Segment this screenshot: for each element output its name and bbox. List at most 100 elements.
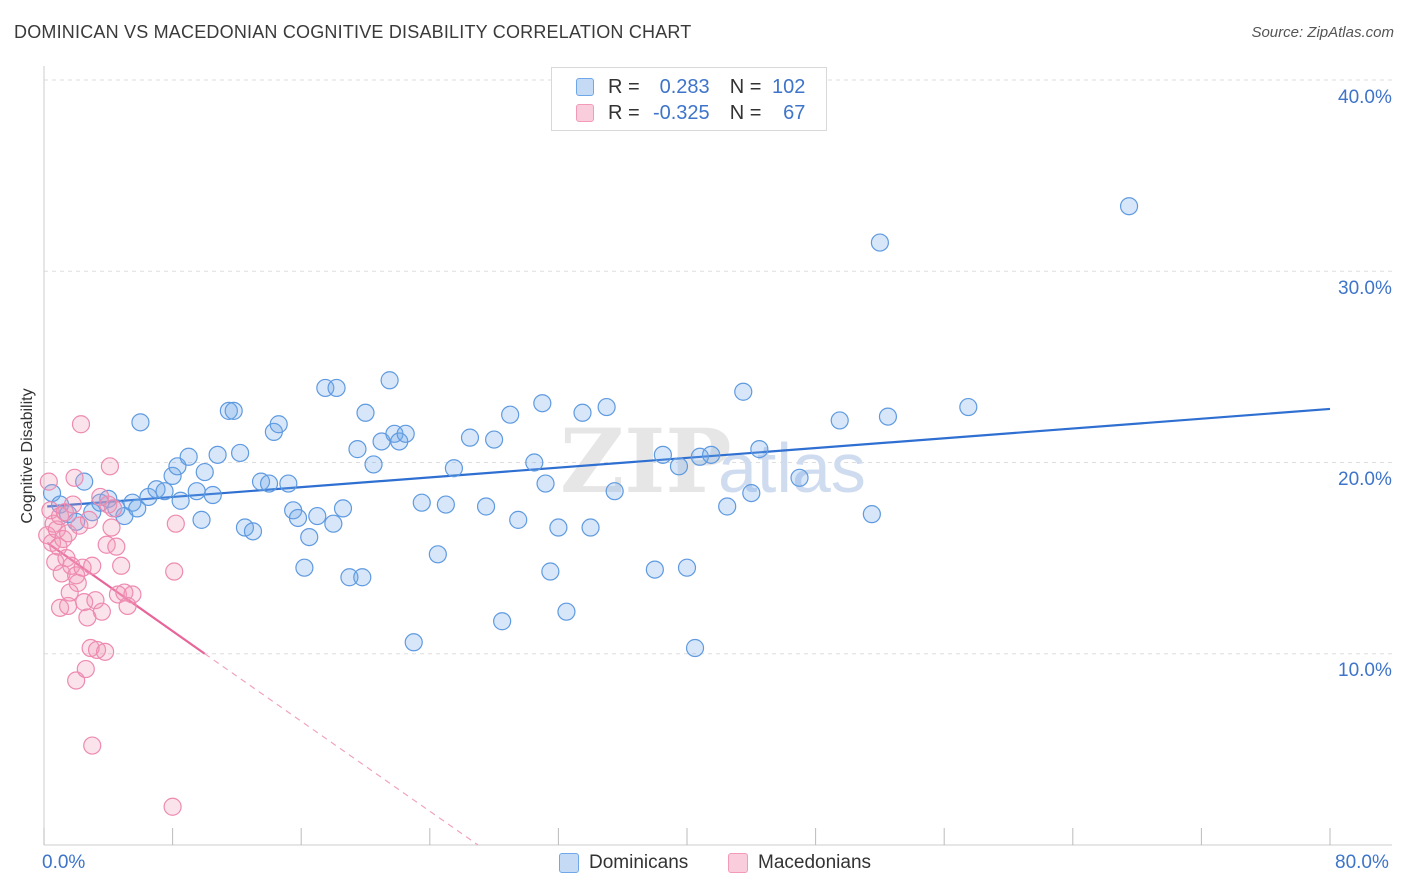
macedonian-point xyxy=(41,501,60,520)
legend-n-value: 67 xyxy=(783,101,806,124)
legend-label-dominicans: Dominicans xyxy=(589,852,689,873)
dominican-point xyxy=(131,413,150,432)
dominican-point xyxy=(123,493,142,512)
dominican-point xyxy=(231,443,250,463)
macedonian-point xyxy=(68,573,87,593)
dominican-point xyxy=(428,545,447,564)
legend-n-label: N = xyxy=(729,101,762,124)
dominican-point xyxy=(669,457,689,476)
legend-r-label: R = xyxy=(608,75,640,98)
macedonian-point xyxy=(71,415,91,434)
y-tick-label-40: 40.0% xyxy=(1338,87,1392,108)
legend-n-value: 102 xyxy=(772,75,806,98)
dominican-point xyxy=(541,562,560,581)
legend-r-label: R = xyxy=(608,101,640,124)
dominican-point xyxy=(685,638,705,658)
stats-legend: R = 0.283 N = 102 R = -0.325 N = 67 xyxy=(551,67,827,131)
dominican-point xyxy=(333,499,353,518)
dominican-point xyxy=(380,371,399,390)
data-points xyxy=(38,197,1139,816)
dominican-point xyxy=(179,447,198,466)
dominican-point xyxy=(436,495,455,514)
dominican-point xyxy=(171,491,190,510)
x-tick-label-min: 0.0% xyxy=(42,852,86,873)
dominican-point xyxy=(327,378,346,398)
macedonian-point xyxy=(39,472,58,491)
legend-swatch-macedonians xyxy=(576,104,594,122)
dominican-point xyxy=(444,459,464,478)
dominican-point xyxy=(509,510,528,529)
macedonian-point xyxy=(81,638,100,658)
dominican-point xyxy=(581,518,600,537)
dominican-point xyxy=(878,407,898,426)
y-tick-label-10: 10.0% xyxy=(1338,660,1392,681)
macedonian-point xyxy=(86,591,105,610)
dominican-point xyxy=(734,382,753,401)
grid-lines xyxy=(44,79,1392,655)
dominican-point xyxy=(163,466,182,485)
macedonian-point xyxy=(92,602,111,621)
dominican-point xyxy=(718,497,737,516)
macedonian-point xyxy=(118,596,137,616)
dominican-point xyxy=(533,394,552,413)
dominican-point xyxy=(192,510,211,529)
macedonian-point xyxy=(70,516,89,535)
y-tick-label-20: 20.0% xyxy=(1338,469,1392,490)
macedonian-point xyxy=(63,495,83,514)
dominican-point xyxy=(219,401,238,420)
dominican-point xyxy=(573,403,592,422)
macedonian-point xyxy=(163,797,182,816)
dominican-point xyxy=(195,462,214,482)
dominican-point xyxy=(155,482,174,501)
macedonian-point xyxy=(79,510,99,529)
dominican-point xyxy=(605,482,624,501)
dominican-point xyxy=(460,428,480,447)
dominican-point xyxy=(340,568,359,587)
macedonian-point xyxy=(165,562,184,581)
dominican-point xyxy=(870,233,890,252)
legend-n-label: N = xyxy=(729,75,762,98)
dominican-point xyxy=(356,403,375,422)
dominican-point xyxy=(690,447,709,466)
dominican-point xyxy=(830,411,849,430)
macedonian-trend-extension xyxy=(204,653,479,846)
macedonian-point xyxy=(123,585,142,604)
macedonian-point xyxy=(65,468,84,487)
chart-title: DOMINICAN VS MACEDONIAN COGNITIVE DISABI… xyxy=(14,22,692,42)
dominican-point xyxy=(269,415,288,434)
macedonian-point xyxy=(112,556,131,575)
legend-r-value: -0.325 xyxy=(652,101,710,124)
dominican-point xyxy=(187,482,206,501)
dominican-point xyxy=(348,440,367,459)
dominican-point xyxy=(295,558,314,577)
dominican-point xyxy=(300,527,319,547)
dominican-point xyxy=(536,474,555,493)
legend-row-dominicans: R = 0.283 N = 102 xyxy=(576,75,805,99)
dominican-point xyxy=(288,508,308,528)
dominican-point xyxy=(412,493,431,512)
legend-item-macedonians[interactable]: Macedonians xyxy=(728,852,871,874)
macedonian-point xyxy=(102,518,121,537)
dominican-point xyxy=(549,518,568,537)
dominican-point xyxy=(404,633,423,652)
dominican-point xyxy=(493,612,512,631)
x-tick-label-max: 80.0% xyxy=(1335,852,1389,873)
y-tick-label-30: 30.0% xyxy=(1338,278,1392,299)
macedonian-point xyxy=(100,457,120,476)
dominican-point xyxy=(243,522,263,541)
macedonian-point xyxy=(107,537,126,556)
legend-swatch-macedonians xyxy=(728,853,748,873)
dominican-point xyxy=(279,474,298,493)
dominican-point xyxy=(396,424,415,443)
macedonian-point xyxy=(83,556,102,575)
source-label: Source: ZipAtlas.com xyxy=(1251,24,1394,41)
dominican-point xyxy=(501,405,520,424)
legend-item-dominicans[interactable]: Dominicans xyxy=(559,852,688,874)
dominican-point xyxy=(324,514,343,533)
axes xyxy=(43,66,1392,846)
dominican-point xyxy=(645,560,664,579)
y-axis-label: Cognitive Disability xyxy=(19,388,36,524)
macedonian-point xyxy=(104,499,123,518)
dominican-point xyxy=(677,558,697,577)
